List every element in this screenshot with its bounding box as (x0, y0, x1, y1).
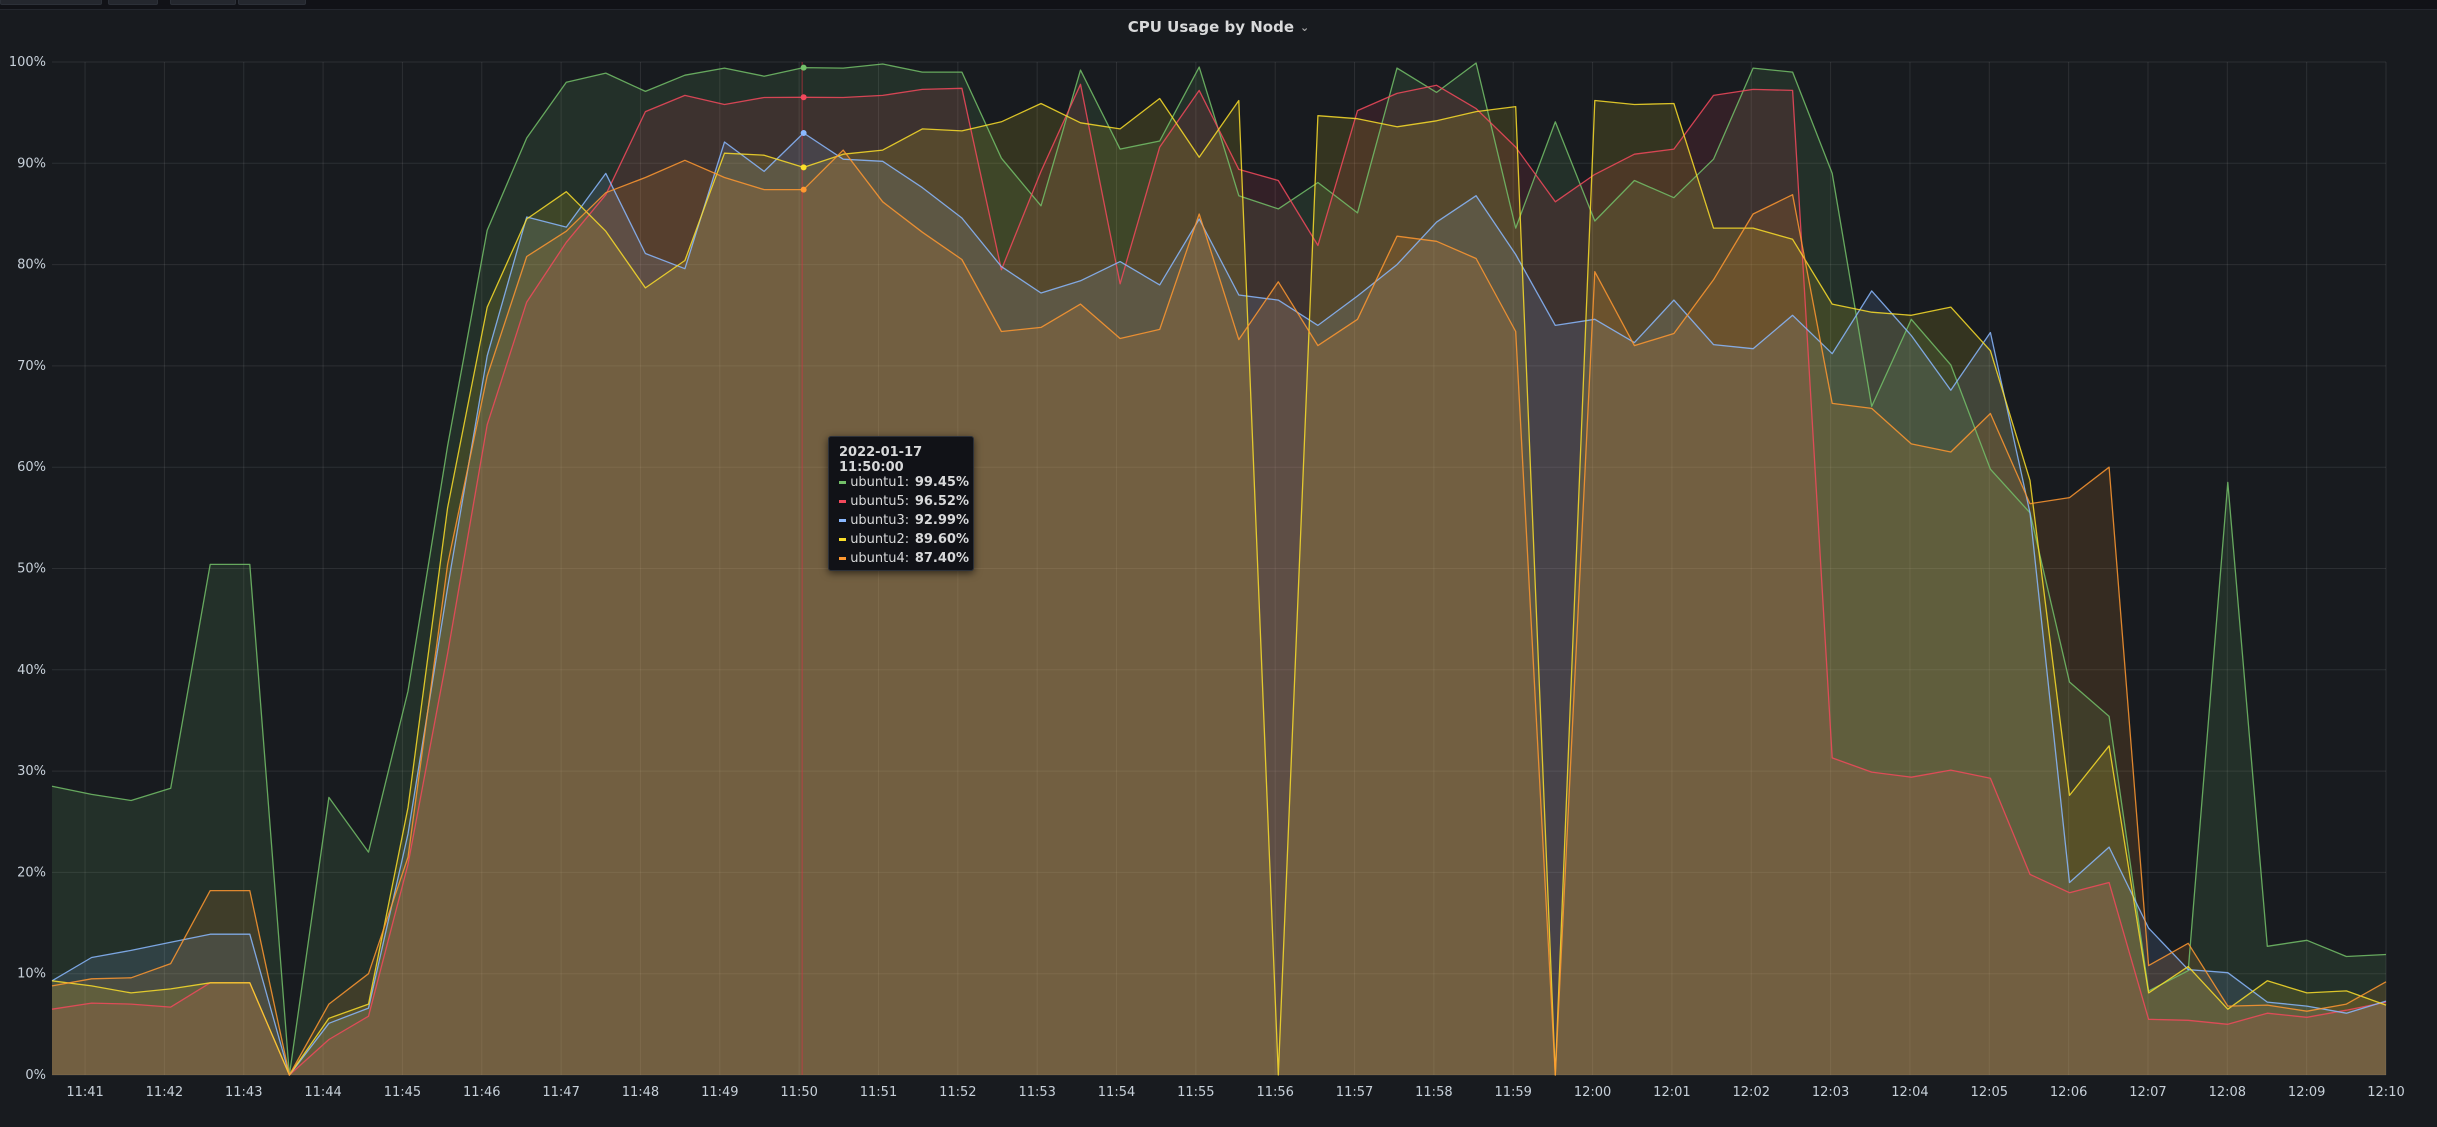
x-tick-label: 12:08 (2209, 1085, 2246, 1100)
x-tick-label: 12:04 (1891, 1085, 1928, 1100)
y-tick-label: 50% (17, 562, 46, 577)
series-color-swatch (839, 518, 847, 522)
x-tick-label: 12:03 (1812, 1085, 1849, 1100)
toolbar-button-stub[interactable] (238, 0, 306, 5)
y-axis: 0% 10% 20% 30% 40% 50% 60% 70% 80% 90% 100% (9, 55, 46, 1083)
panel-header[interactable]: CPU Usage by Node ⌄ (0, 10, 2437, 44)
tooltip-series-value: 87.40% (914, 550, 969, 566)
panel-title[interactable]: CPU Usage by Node (1127, 18, 1295, 36)
y-tick-label: 0% (25, 1068, 46, 1083)
x-tick-label: 12:00 (1574, 1085, 1611, 1100)
y-tick-label: 20% (17, 865, 46, 880)
hover-layer (800, 62, 807, 1075)
x-tick-label: 12:01 (1653, 1085, 1690, 1100)
series-area-ubuntu2 (52, 98, 2386, 1075)
x-tick-label: 11:46 (463, 1085, 500, 1100)
x-tick-label: 11:47 (542, 1085, 579, 1100)
x-tick-label: 11:58 (1415, 1085, 1452, 1100)
x-tick-label: 12:10 (2367, 1085, 2404, 1100)
hover-point-ubuntu5 (800, 94, 807, 101)
x-tick-label: 11:51 (860, 1085, 897, 1100)
tooltip-row-ubuntu5: ubuntu5: 96.52% (839, 492, 969, 510)
x-tick-label: 11:59 (1494, 1085, 1531, 1100)
tooltip-series-value: 99.45% (914, 474, 969, 490)
tooltip-time: 2022-01-17 11:50:00 (839, 445, 923, 475)
series-color-swatch (839, 480, 847, 484)
series-lines (51, 62, 2387, 1076)
tooltip-series-name: ubuntu4: (850, 550, 910, 566)
y-tick-label: 60% (17, 460, 46, 475)
tooltip-series-name: ubuntu1: (850, 474, 910, 490)
toolbar-button-stub[interactable] (108, 0, 158, 5)
x-axis: 11:41 11:42 11:43 11:44 11:45 11:46 11:47 11:48… (66, 1085, 2404, 1100)
x-tick-label: 11:54 (1098, 1085, 1135, 1100)
x-tick-label: 11:44 (304, 1085, 341, 1100)
x-tick-label: 12:09 (2288, 1085, 2325, 1100)
x-tick-label: 11:55 (1177, 1085, 1214, 1100)
hover-point-ubuntu1 (800, 64, 807, 71)
tooltip-row-ubuntu2: ubuntu2: 89.60% (839, 530, 969, 548)
x-tick-label: 12:06 (2050, 1085, 2087, 1100)
series-line-ubuntu2 (51, 97, 2387, 1076)
graph-panel: CPU Usage by Node ⌄ (0, 9, 2437, 1127)
tooltip-series-value: 89.60% (914, 531, 969, 547)
tooltip-row-ubuntu1: ubuntu1: 99.45% (839, 473, 969, 491)
x-tick-label: 12:07 (2129, 1085, 2166, 1100)
tooltip-row-ubuntu4: ubuntu4: 87.40% (839, 549, 969, 567)
toolbar-button-stub[interactable] (0, 0, 102, 5)
x-tick-label: 11:56 (1256, 1085, 1293, 1100)
series-color-swatch (839, 499, 847, 503)
series-color-swatch (839, 537, 847, 541)
x-tick-label: 11:57 (1336, 1085, 1373, 1100)
y-tick-label: 80% (17, 258, 46, 273)
y-tick-label: 90% (17, 156, 46, 171)
x-tick-label: 11:43 (225, 1085, 262, 1100)
tooltip-series-name: ubuntu5: (850, 493, 910, 509)
tooltip-series-name: ubuntu3: (850, 512, 910, 528)
y-tick-label: 100% (9, 55, 46, 70)
series-line-ubuntu1 (51, 62, 2387, 1076)
x-tick-label: 11:41 (66, 1085, 103, 1100)
series-line-ubuntu4 (51, 149, 2387, 1076)
y-tick-label: 40% (17, 663, 46, 678)
hover-point-ubuntu2 (800, 164, 807, 171)
hover-point-ubuntu3 (800, 130, 807, 137)
series-color-swatch (839, 556, 847, 560)
chart-grid (52, 61, 2387, 1076)
toolbar-button-stub[interactable] (170, 0, 236, 5)
x-tick-label: 12:05 (1971, 1085, 2008, 1100)
series-line-ubuntu3 (51, 132, 2387, 1076)
series-area-ubuntu5 (52, 84, 2386, 1076)
y-tick-label: 10% (17, 967, 46, 982)
top-toolbar-edge (0, 0, 310, 9)
hover-tooltip: 2022-01-17 11:50:00 ubuntu1: 99.45% ubun… (828, 436, 974, 571)
x-tick-label: 12:02 (1733, 1085, 1770, 1100)
tooltip-series-value: 96.52% (914, 493, 969, 509)
y-tick-label: 30% (17, 764, 46, 779)
x-tick-label: 11:52 (939, 1085, 976, 1100)
hover-point-ubuntu4 (800, 186, 807, 193)
series-area-ubuntu3 (52, 133, 2386, 1075)
series-area-ubuntu1 (52, 63, 2386, 1075)
chevron-down-icon[interactable]: ⌄ (1300, 20, 1310, 34)
tooltip-series-name: ubuntu2: (850, 531, 910, 547)
series-areas (52, 63, 2386, 1076)
tooltip-row-ubuntu3: ubuntu3: 92.99% (839, 511, 969, 529)
y-tick-label: 70% (17, 359, 46, 374)
x-tick-label: 11:48 (622, 1085, 659, 1100)
x-tick-label: 11:53 (1018, 1085, 1055, 1100)
series-area-ubuntu4 (52, 150, 2386, 1076)
x-tick-label: 11:45 (384, 1085, 421, 1100)
x-tick-label: 11:50 (780, 1085, 817, 1100)
x-tick-label: 11:42 (146, 1085, 183, 1100)
x-tick-label: 11:49 (701, 1085, 738, 1100)
tooltip-series-value: 92.99% (914, 512, 969, 528)
